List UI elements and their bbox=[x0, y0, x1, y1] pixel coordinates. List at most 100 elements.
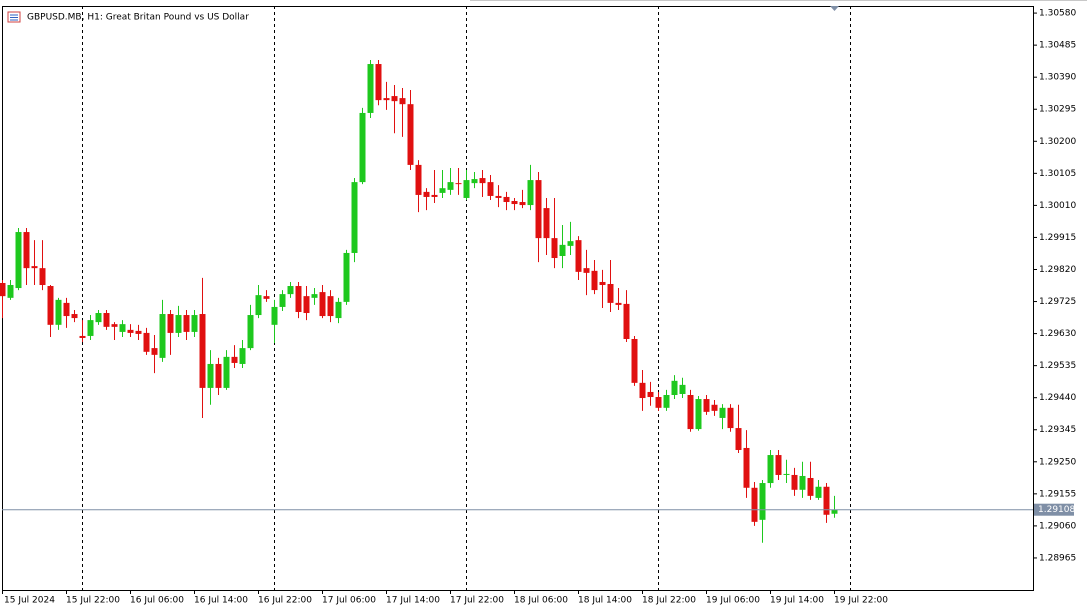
candle-body bbox=[383, 98, 390, 101]
candle-body bbox=[535, 180, 542, 239]
current-price-label: 1.29108 bbox=[1038, 505, 1075, 515]
candle-body bbox=[15, 232, 22, 289]
candle-body bbox=[359, 112, 366, 183]
candle-body bbox=[239, 348, 246, 364]
candle-body bbox=[207, 363, 214, 388]
candle-body bbox=[87, 320, 94, 336]
candle-body bbox=[407, 104, 414, 165]
candle-body bbox=[791, 474, 798, 490]
candle-body bbox=[399, 98, 406, 105]
candle-body bbox=[103, 313, 110, 327]
candle-body bbox=[39, 268, 46, 286]
candle-body bbox=[751, 487, 758, 522]
candle-body bbox=[807, 477, 814, 496]
candle-body bbox=[439, 188, 446, 193]
x-tick-label: 15 Jul 2024 bbox=[4, 596, 55, 606]
candle-body bbox=[295, 286, 302, 313]
candle-body bbox=[415, 164, 422, 195]
candle-body bbox=[303, 296, 310, 314]
candle-body bbox=[423, 191, 430, 197]
x-tick-label: 19 Jul 06:00 bbox=[706, 596, 760, 606]
x-tick-label: 16 Jul 14:00 bbox=[194, 596, 248, 606]
candle-body bbox=[127, 329, 134, 333]
candle-body bbox=[551, 238, 558, 259]
candle-body bbox=[23, 232, 30, 269]
candle-body bbox=[31, 266, 38, 269]
candle-body bbox=[759, 483, 766, 520]
candle-body bbox=[375, 64, 382, 101]
candle-body bbox=[687, 394, 694, 430]
candle-body bbox=[455, 183, 462, 185]
candle-body bbox=[79, 335, 86, 338]
candle-body bbox=[311, 294, 318, 298]
candle-body bbox=[63, 302, 70, 317]
candle-body bbox=[655, 397, 662, 408]
current-price-box bbox=[1034, 503, 1074, 516]
x-tick-label: 18 Jul 14:00 bbox=[578, 596, 632, 606]
y-tick-label: 1.29250 bbox=[1039, 457, 1076, 467]
candle-body bbox=[55, 299, 62, 325]
x-tick-label: 18 Jul 22:00 bbox=[642, 596, 696, 606]
candle-body bbox=[615, 302, 622, 305]
y-tick-label: 1.30010 bbox=[1039, 201, 1076, 211]
candle-body bbox=[671, 380, 678, 395]
candle-body bbox=[135, 330, 142, 334]
candle-body bbox=[471, 179, 478, 184]
candle-body bbox=[719, 407, 726, 418]
x-tick-label: 15 Jul 22:00 bbox=[66, 596, 120, 606]
candle-body bbox=[783, 473, 790, 475]
candle-body bbox=[727, 407, 734, 429]
candle-body bbox=[215, 363, 222, 388]
candle-body bbox=[607, 283, 614, 303]
x-tick-label: 16 Jul 06:00 bbox=[130, 596, 184, 606]
candle-body bbox=[287, 286, 294, 295]
candle-body bbox=[95, 313, 102, 323]
candle-body bbox=[199, 314, 206, 388]
candle-body bbox=[559, 244, 566, 256]
candle-body bbox=[519, 202, 526, 206]
candle-body bbox=[463, 180, 470, 198]
y-tick-label: 1.30295 bbox=[1039, 105, 1076, 115]
y-tick-label: 1.30390 bbox=[1039, 73, 1076, 83]
y-tick-label: 1.29915 bbox=[1039, 233, 1076, 243]
candle-body bbox=[247, 315, 254, 349]
candle-body bbox=[183, 315, 190, 332]
candle-body bbox=[583, 268, 590, 273]
candle-body bbox=[815, 486, 822, 498]
candle-body bbox=[599, 281, 606, 286]
candle-body bbox=[431, 194, 438, 197]
candle-body bbox=[743, 447, 750, 488]
x-tick-label: 18 Jul 06:00 bbox=[514, 596, 568, 606]
plot-frame bbox=[2, 6, 1034, 591]
x-tick-label: 17 Jul 06:00 bbox=[322, 596, 376, 606]
candle-body bbox=[343, 252, 350, 302]
candle-body bbox=[735, 428, 742, 450]
y-tick-label: 1.30580 bbox=[1039, 9, 1076, 19]
candle-body bbox=[47, 286, 54, 325]
candle-body bbox=[71, 314, 78, 319]
y-tick-label: 1.29155 bbox=[1039, 489, 1076, 499]
x-tick-label: 16 Jul 22:00 bbox=[258, 596, 312, 606]
candle-body bbox=[151, 348, 158, 355]
candle-body bbox=[567, 241, 574, 246]
candle-body bbox=[495, 195, 502, 198]
y-tick-label: 1.29725 bbox=[1039, 297, 1076, 307]
chart-title: GBPUSD.MB, H1: Great Britan Pound vs US … bbox=[27, 13, 249, 23]
y-tick-label: 1.28965 bbox=[1039, 553, 1076, 563]
shift-marker bbox=[830, 6, 839, 11]
candle-body bbox=[511, 201, 518, 205]
candle-body bbox=[623, 303, 630, 339]
candle-body bbox=[591, 270, 598, 291]
candle-body bbox=[351, 182, 358, 253]
candle-body bbox=[503, 196, 510, 203]
candle-body bbox=[367, 64, 374, 113]
candle-body bbox=[175, 315, 182, 333]
y-tick-label: 1.29060 bbox=[1039, 521, 1076, 531]
candle-body bbox=[703, 399, 710, 412]
candle-body bbox=[191, 315, 198, 332]
candle-body bbox=[223, 356, 230, 388]
y-tick-label: 1.29820 bbox=[1039, 265, 1076, 275]
candle-body bbox=[255, 295, 262, 316]
candle-body bbox=[231, 356, 238, 363]
